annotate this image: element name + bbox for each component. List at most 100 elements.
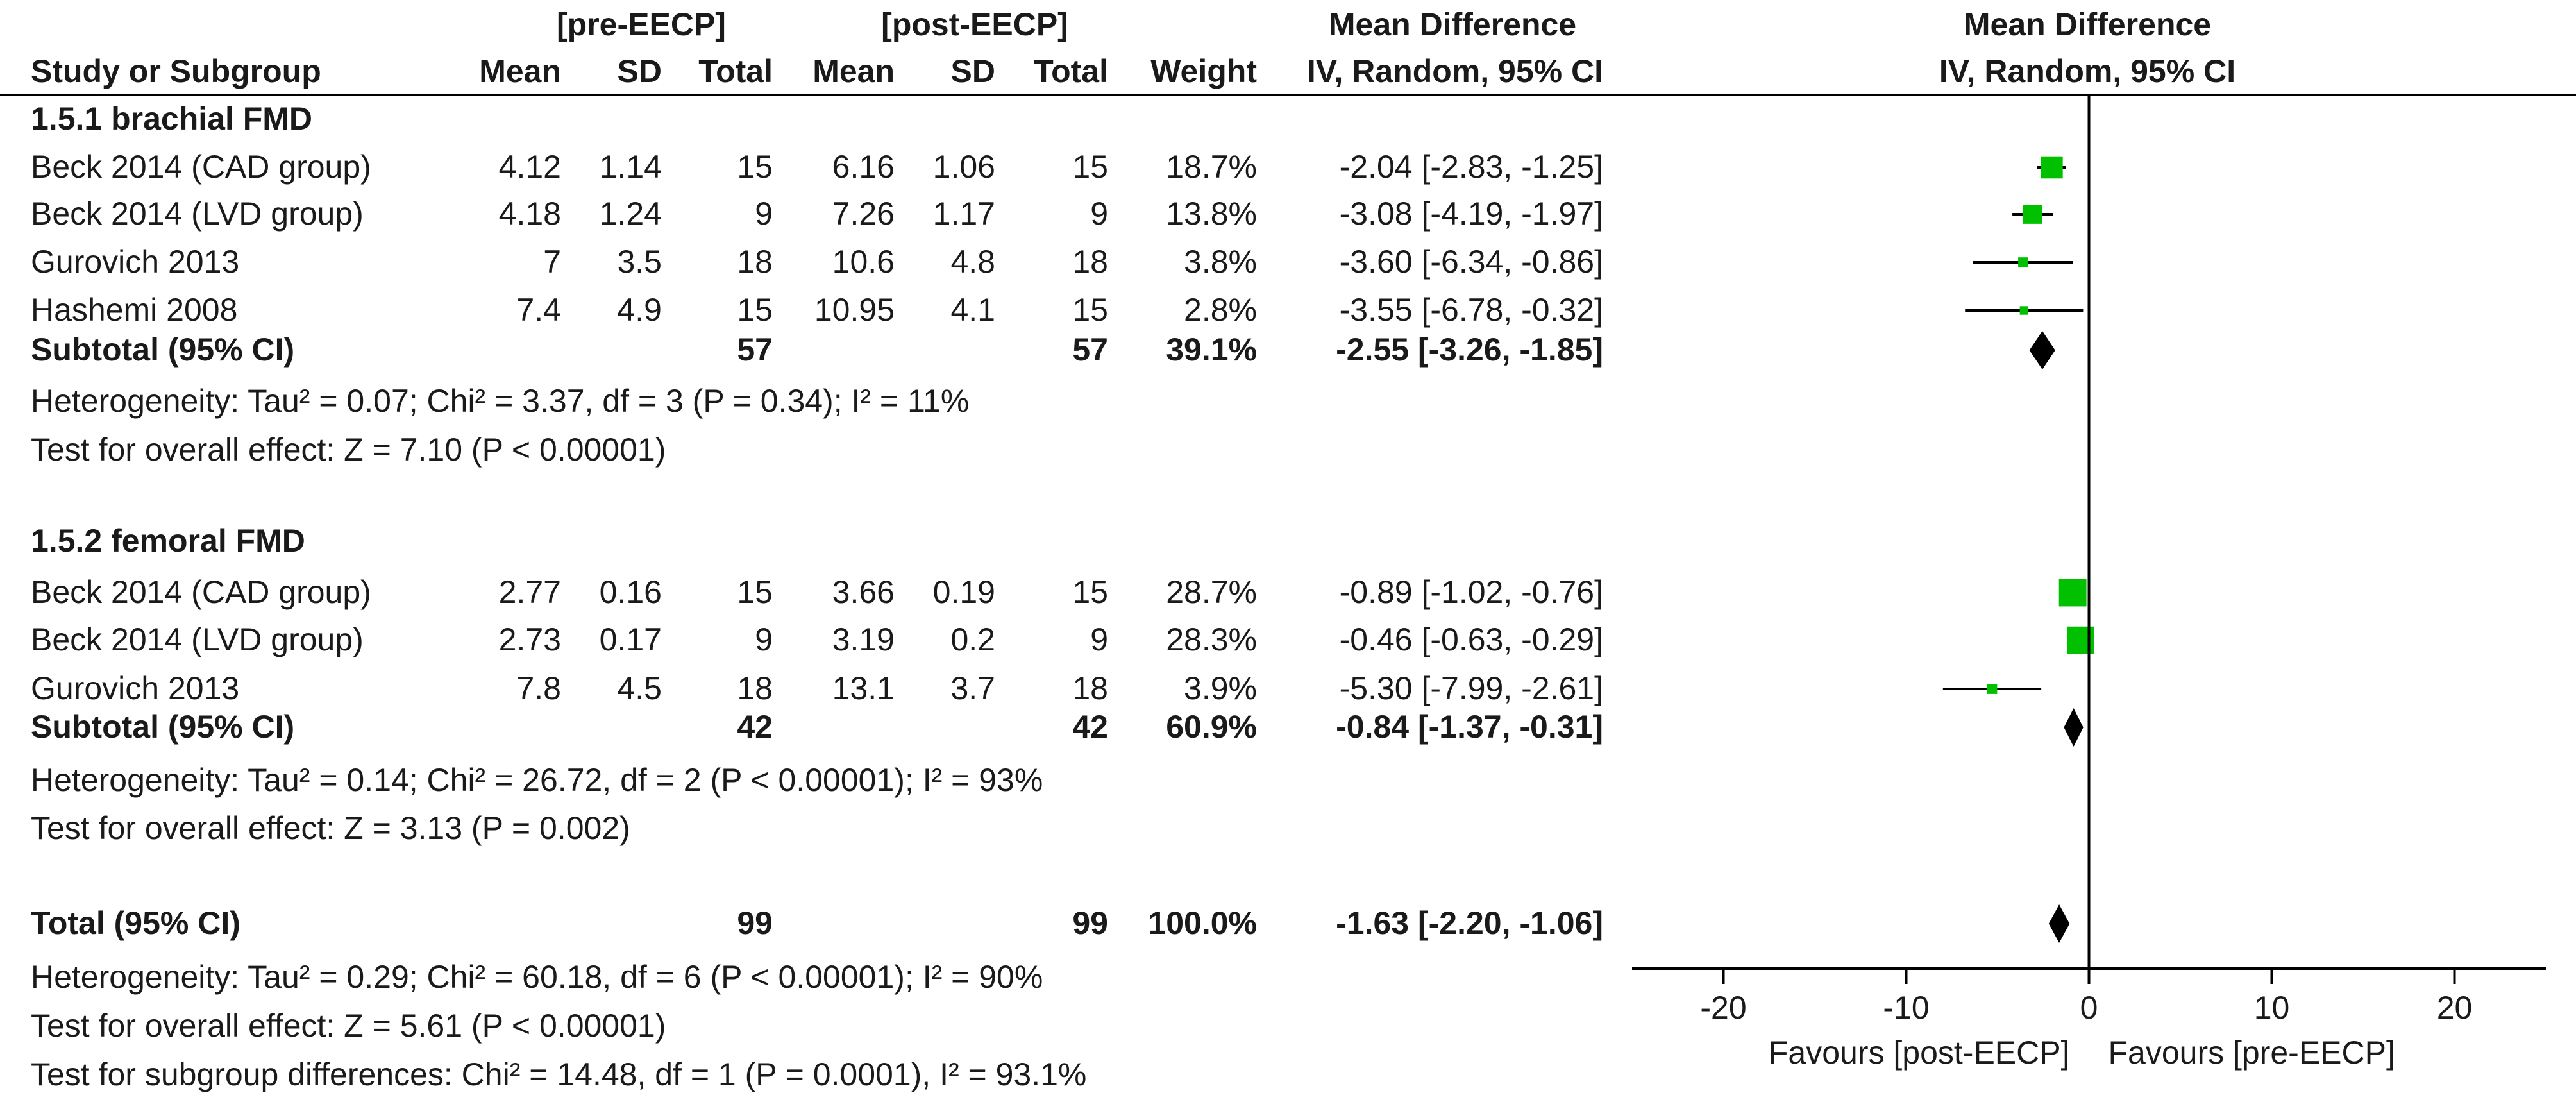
study-ci: -3.55 [-6.78, -0.32] <box>1340 292 1603 328</box>
study-mean-post: 3.66 <box>832 574 895 610</box>
subtotal-ci: -0.84 [-1.37, -0.31] <box>1336 709 1603 745</box>
study-sd-pre: 4.5 <box>617 670 662 706</box>
study-total-pre: 9 <box>755 196 773 232</box>
study-mean-pre: 7.4 <box>516 292 561 328</box>
study-total-post: 18 <box>1072 670 1108 706</box>
study-sd-post: 4.8 <box>950 244 995 280</box>
study-total-post: 9 <box>1090 196 1108 232</box>
x-tick-label: -10 <box>1883 990 1929 1026</box>
study-weight: 2.8% <box>1184 292 1257 328</box>
subtotal-ci: -2.55 [-3.26, -1.85] <box>1336 332 1603 368</box>
study-mean-pre: 2.77 <box>499 574 561 610</box>
subgroup-title: 1.5.2 femoral FMD <box>31 523 305 559</box>
subtotal-total-post: 42 <box>1072 709 1108 745</box>
study-mean-post: 13.1 <box>832 670 895 706</box>
study-sd-post: 0.19 <box>933 574 995 610</box>
header-weight: Weight <box>1150 53 1257 89</box>
study-weight: 3.9% <box>1184 670 1257 706</box>
header-mean2: Mean <box>812 53 895 89</box>
subgroup-title: 1.5.1 brachial FMD <box>31 101 312 137</box>
favours-left-label: Favours [post-EECP] <box>1769 1035 2070 1071</box>
study-total-pre: 15 <box>737 292 773 328</box>
study-mean-post: 6.16 <box>832 149 895 185</box>
study-mean-post: 7.26 <box>832 196 895 232</box>
header-sd1: SD <box>618 53 662 89</box>
study-mean-post: 3.19 <box>832 622 895 657</box>
study-point <box>2019 306 2029 315</box>
study-name: Beck 2014 (CAD group) <box>31 149 371 185</box>
header-md-plot: Mean Difference <box>1964 6 2211 42</box>
total-total-pre: 99 <box>737 905 773 941</box>
study-ci: -0.46 [-0.63, -0.29] <box>1340 622 1603 657</box>
header-study: Study or Subgroup <box>31 53 321 89</box>
study-ci: -2.04 [-2.83, -1.25] <box>1340 149 1603 185</box>
subtotal-label: Subtotal (95% CI) <box>31 332 294 368</box>
study-ci: -3.08 [-4.19, -1.97] <box>1340 196 1603 232</box>
study-total-pre: 18 <box>737 244 773 280</box>
overall-effect-text: Test for overall effect: Z = 7.10 (P < 0… <box>31 432 666 468</box>
heterogeneity-text: Heterogeneity: Tau² = 0.14; Chi² = 26.72… <box>31 762 1043 798</box>
subtotal-weight: 60.9% <box>1166 709 1257 745</box>
study-weight: 13.8% <box>1166 196 1257 232</box>
header-group1: [pre-EECP] <box>557 6 726 42</box>
study-name: Gurovich 2013 <box>31 244 239 280</box>
subtotal-total-pre: 42 <box>737 709 773 745</box>
study-sd-post: 1.17 <box>933 196 995 232</box>
subtotal-diamond <box>2064 708 2084 747</box>
study-sd-pre: 3.5 <box>617 244 662 280</box>
study-sd-post: 0.2 <box>950 622 995 657</box>
study-name: Beck 2014 (LVD group) <box>31 622 364 657</box>
x-tick-label: 10 <box>2254 990 2290 1026</box>
study-total-pre: 18 <box>737 670 773 706</box>
study-weight: 28.3% <box>1166 622 1257 657</box>
total-overall-effect-text: Test for overall effect: Z = 5.61 (P < 0… <box>31 1008 666 1044</box>
subtotal-label: Subtotal (95% CI) <box>31 709 294 745</box>
study-total-post: 15 <box>1072 574 1108 610</box>
study-total-post: 15 <box>1072 292 1108 328</box>
study-point <box>2058 579 2087 607</box>
study-total-pre: 15 <box>737 574 773 610</box>
study-name: Hashemi 2008 <box>31 292 237 328</box>
favours-right-label: Favours [pre-EECP] <box>2109 1035 2395 1071</box>
header-mean1: Mean <box>479 53 561 89</box>
x-tick-label: 0 <box>2080 990 2098 1026</box>
study-ci: -5.30 [-7.99, -2.61] <box>1340 670 1603 706</box>
study-mean-post: 10.6 <box>832 244 895 280</box>
study-point <box>2018 257 2028 267</box>
study-mean-pre: 2.73 <box>499 622 561 657</box>
header-md-table: Mean Difference <box>1329 6 1576 42</box>
subtotal-weight: 39.1% <box>1166 332 1257 368</box>
study-weight: 3.8% <box>1184 244 1257 280</box>
study-sd-pre: 0.16 <box>600 574 662 610</box>
subtotal-total-post: 57 <box>1072 332 1108 368</box>
study-sd-pre: 4.9 <box>617 292 662 328</box>
study-sd-post: 1.06 <box>933 149 995 185</box>
study-sd-pre: 0.17 <box>600 622 662 657</box>
subtotal-total-pre: 57 <box>737 332 773 368</box>
study-total-post: 9 <box>1090 622 1108 657</box>
study-total-pre: 15 <box>737 149 773 185</box>
total-diamond <box>2048 904 2070 943</box>
total-label: Total (95% CI) <box>31 905 240 941</box>
study-sd-post: 3.7 <box>950 670 995 706</box>
study-point <box>2023 205 2042 224</box>
study-name: Beck 2014 (CAD group) <box>31 574 371 610</box>
header-total2: Total <box>1034 53 1108 89</box>
heterogeneity-text: Heterogeneity: Tau² = 0.07; Chi² = 3.37,… <box>31 383 969 419</box>
study-sd-pre: 1.14 <box>600 149 662 185</box>
total-total-post: 99 <box>1072 905 1108 941</box>
study-name: Beck 2014 (LVD group) <box>31 196 364 232</box>
total-weight: 100.0% <box>1148 905 1257 941</box>
study-point <box>2041 156 2063 179</box>
study-sd-post: 4.1 <box>950 292 995 328</box>
study-mean-pre: 4.18 <box>499 196 561 232</box>
total-ci: -1.63 [-2.20, -1.06] <box>1336 905 1603 941</box>
x-tick-label: 20 <box>2437 990 2473 1026</box>
study-ci: -3.60 [-6.34, -0.86] <box>1340 244 1603 280</box>
study-ci: -0.89 [-1.02, -0.76] <box>1340 574 1603 610</box>
header-method-plot: IV, Random, 95% CI <box>1939 53 2235 89</box>
header-sd2: SD <box>951 53 995 89</box>
study-mean-pre: 7.8 <box>516 670 561 706</box>
header-total1: Total <box>698 53 773 89</box>
